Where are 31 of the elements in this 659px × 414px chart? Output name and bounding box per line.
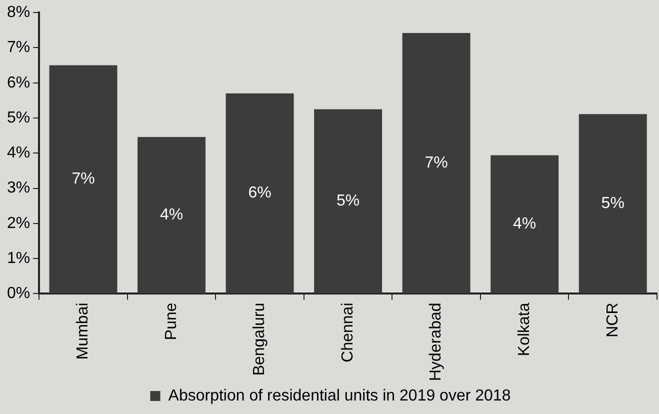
- bar: [490, 155, 559, 294]
- x-tick-label: Bengaluru: [251, 302, 268, 376]
- data-label: 5%: [601, 195, 624, 212]
- x-tick-label: Chennai: [339, 302, 356, 362]
- bar: [49, 65, 118, 294]
- x-tick-label: NCR: [604, 302, 622, 338]
- y-tick-label: 2%: [7, 214, 30, 232]
- x-tick-label: Mumbai: [74, 302, 92, 360]
- x-tick-label: Kolkata: [516, 302, 534, 356]
- legend-label: Absorption of residential units in 2019 over 2018: [168, 387, 511, 404]
- data-label: 4%: [160, 206, 184, 224]
- y-tick-label: 6%: [7, 74, 30, 92]
- x-tick-label: Pune: [162, 302, 180, 340]
- y-tick-label: 7%: [7, 39, 30, 56]
- bar: [402, 32, 470, 294]
- bar: [226, 93, 294, 294]
- data-label: 7%: [424, 154, 448, 172]
- bar: [314, 109, 382, 294]
- y-tick-label: 4%: [7, 144, 30, 162]
- y-tick-label: 1%: [7, 250, 30, 267]
- data-label: 7%: [72, 170, 95, 188]
- data-label: 4%: [513, 216, 536, 233]
- y-tick-label: 0%: [7, 285, 30, 302]
- data-label: 6%: [248, 184, 272, 202]
- x-tick-label: Hyderabad: [428, 302, 445, 382]
- y-tick-label: 3%: [7, 180, 30, 197]
- bar: [578, 114, 647, 294]
- y-tick-label: 8%: [7, 4, 30, 22]
- bar: [138, 137, 206, 294]
- data-label: 5%: [336, 192, 360, 210]
- y-tick-label: 5%: [7, 109, 30, 126]
